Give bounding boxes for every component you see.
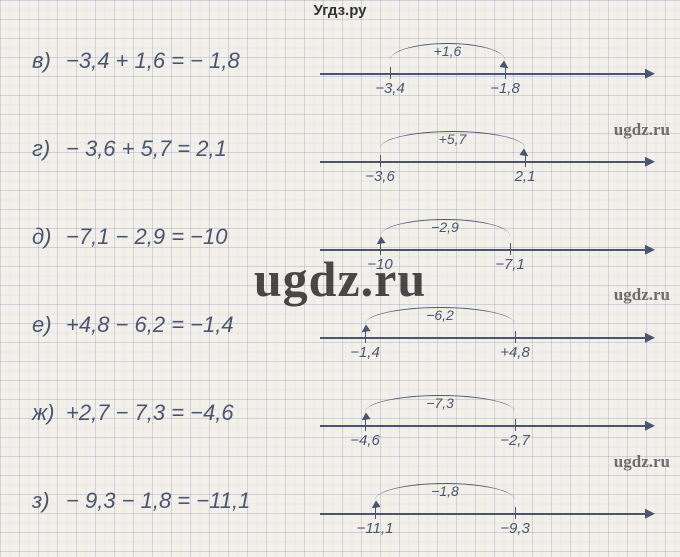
equation-expression: −3,4 + 1,6 = − 1,8: [66, 48, 240, 73]
exercise-row: г)− 3,6 + 5,7 = 2,1 −3,6 2,1 +5,7: [0, 116, 680, 204]
equation-expression: − 9,3 − 1,8 = −11,1: [66, 488, 250, 513]
equation-label: е): [32, 312, 60, 338]
equation-text: е)+4,8 − 6,2 = −1,4: [32, 312, 234, 338]
axis-arrowhead-icon: [645, 69, 655, 79]
equation-label: г): [32, 136, 60, 162]
tick-label-end: −11,1: [357, 520, 394, 537]
equation-text: в)−3,4 + 1,6 = − 1,8: [32, 48, 240, 74]
axis-arrowhead-icon: [645, 157, 655, 167]
tick-label-end: −1,4: [350, 344, 380, 361]
tick-label-end: −1,8: [490, 80, 520, 97]
tick-mark: [515, 331, 516, 343]
tick-label-end: −4,6: [350, 432, 380, 449]
arc-label: −2,9: [431, 219, 459, 235]
equation-expression: +2,7 − 7,3 = −4,6: [66, 400, 234, 425]
tick-label-start: −7,1: [495, 256, 525, 273]
watermark-side: ugdz.ru: [614, 120, 670, 140]
tick-label-start: −2,7: [500, 432, 530, 449]
tick-label-start: −3,6: [365, 168, 395, 185]
equation-text: ж)+2,7 − 7,3 = −4,6: [32, 400, 234, 426]
watermark-side: ugdz.ru: [614, 285, 670, 305]
number-line: −9,3 −11,1 −1,8: [320, 478, 668, 548]
equation-label: д): [32, 224, 60, 250]
equation-expression: − 3,6 + 5,7 = 2,1: [66, 136, 227, 161]
arc-label: −1,8: [431, 483, 459, 499]
exercise-row: в)−3,4 + 1,6 = − 1,8 −3,4 −1,8 +1,6: [0, 28, 680, 116]
tick-label-start: −9,3: [500, 520, 530, 537]
tick-label-start: +4,8: [500, 344, 530, 361]
exercise-row: ж)+2,7 − 7,3 = −4,6 −2,7 −4,6 −7,3: [0, 380, 680, 468]
arc-label: +5,7: [439, 131, 467, 147]
arc-label: −7,3: [426, 395, 454, 411]
equation-text: з)− 9,3 − 1,8 = −11,1: [32, 488, 250, 514]
tick-label-end: 2,1: [515, 168, 536, 185]
tick-mark: [515, 507, 516, 519]
axis-arrowhead-icon: [645, 421, 655, 431]
axis-arrowhead-icon: [645, 509, 655, 519]
tick-mark: [515, 419, 516, 431]
equation-text: д)−7,1 − 2,9 = −10: [32, 224, 227, 250]
watermark-center: ugdz.ru: [254, 250, 426, 308]
equation-label: з): [32, 488, 60, 514]
arc-label: −6,2: [426, 307, 454, 323]
exercise-row: з)− 9,3 − 1,8 = −11,1 −9,3 −11,1 −1,8: [0, 468, 680, 556]
number-line: −3,4 −1,8 +1,6: [320, 38, 668, 108]
axis-arrowhead-icon: [645, 245, 655, 255]
tick-mark: [390, 67, 391, 79]
axis-arrowhead-icon: [645, 333, 655, 343]
tick-label-start: −3,4: [375, 80, 405, 97]
equation-label: ж): [32, 400, 60, 426]
equation-text: г)− 3,6 + 5,7 = 2,1: [32, 136, 227, 162]
number-line: −2,7 −4,6 −7,3: [320, 390, 668, 460]
equation-expression: +4,8 − 6,2 = −1,4: [66, 312, 234, 337]
equation-label: в): [32, 48, 60, 74]
equation-expression: −7,1 − 2,9 = −10: [66, 224, 227, 249]
tick-mark: [380, 155, 381, 167]
page-title: Угдз.ру: [0, 2, 680, 19]
number-line: +4,8 −1,4 −6,2: [320, 302, 668, 372]
arc-label: +1,6: [434, 43, 462, 59]
watermark-side: ugdz.ru: [614, 452, 670, 472]
tick-mark: [510, 243, 511, 255]
